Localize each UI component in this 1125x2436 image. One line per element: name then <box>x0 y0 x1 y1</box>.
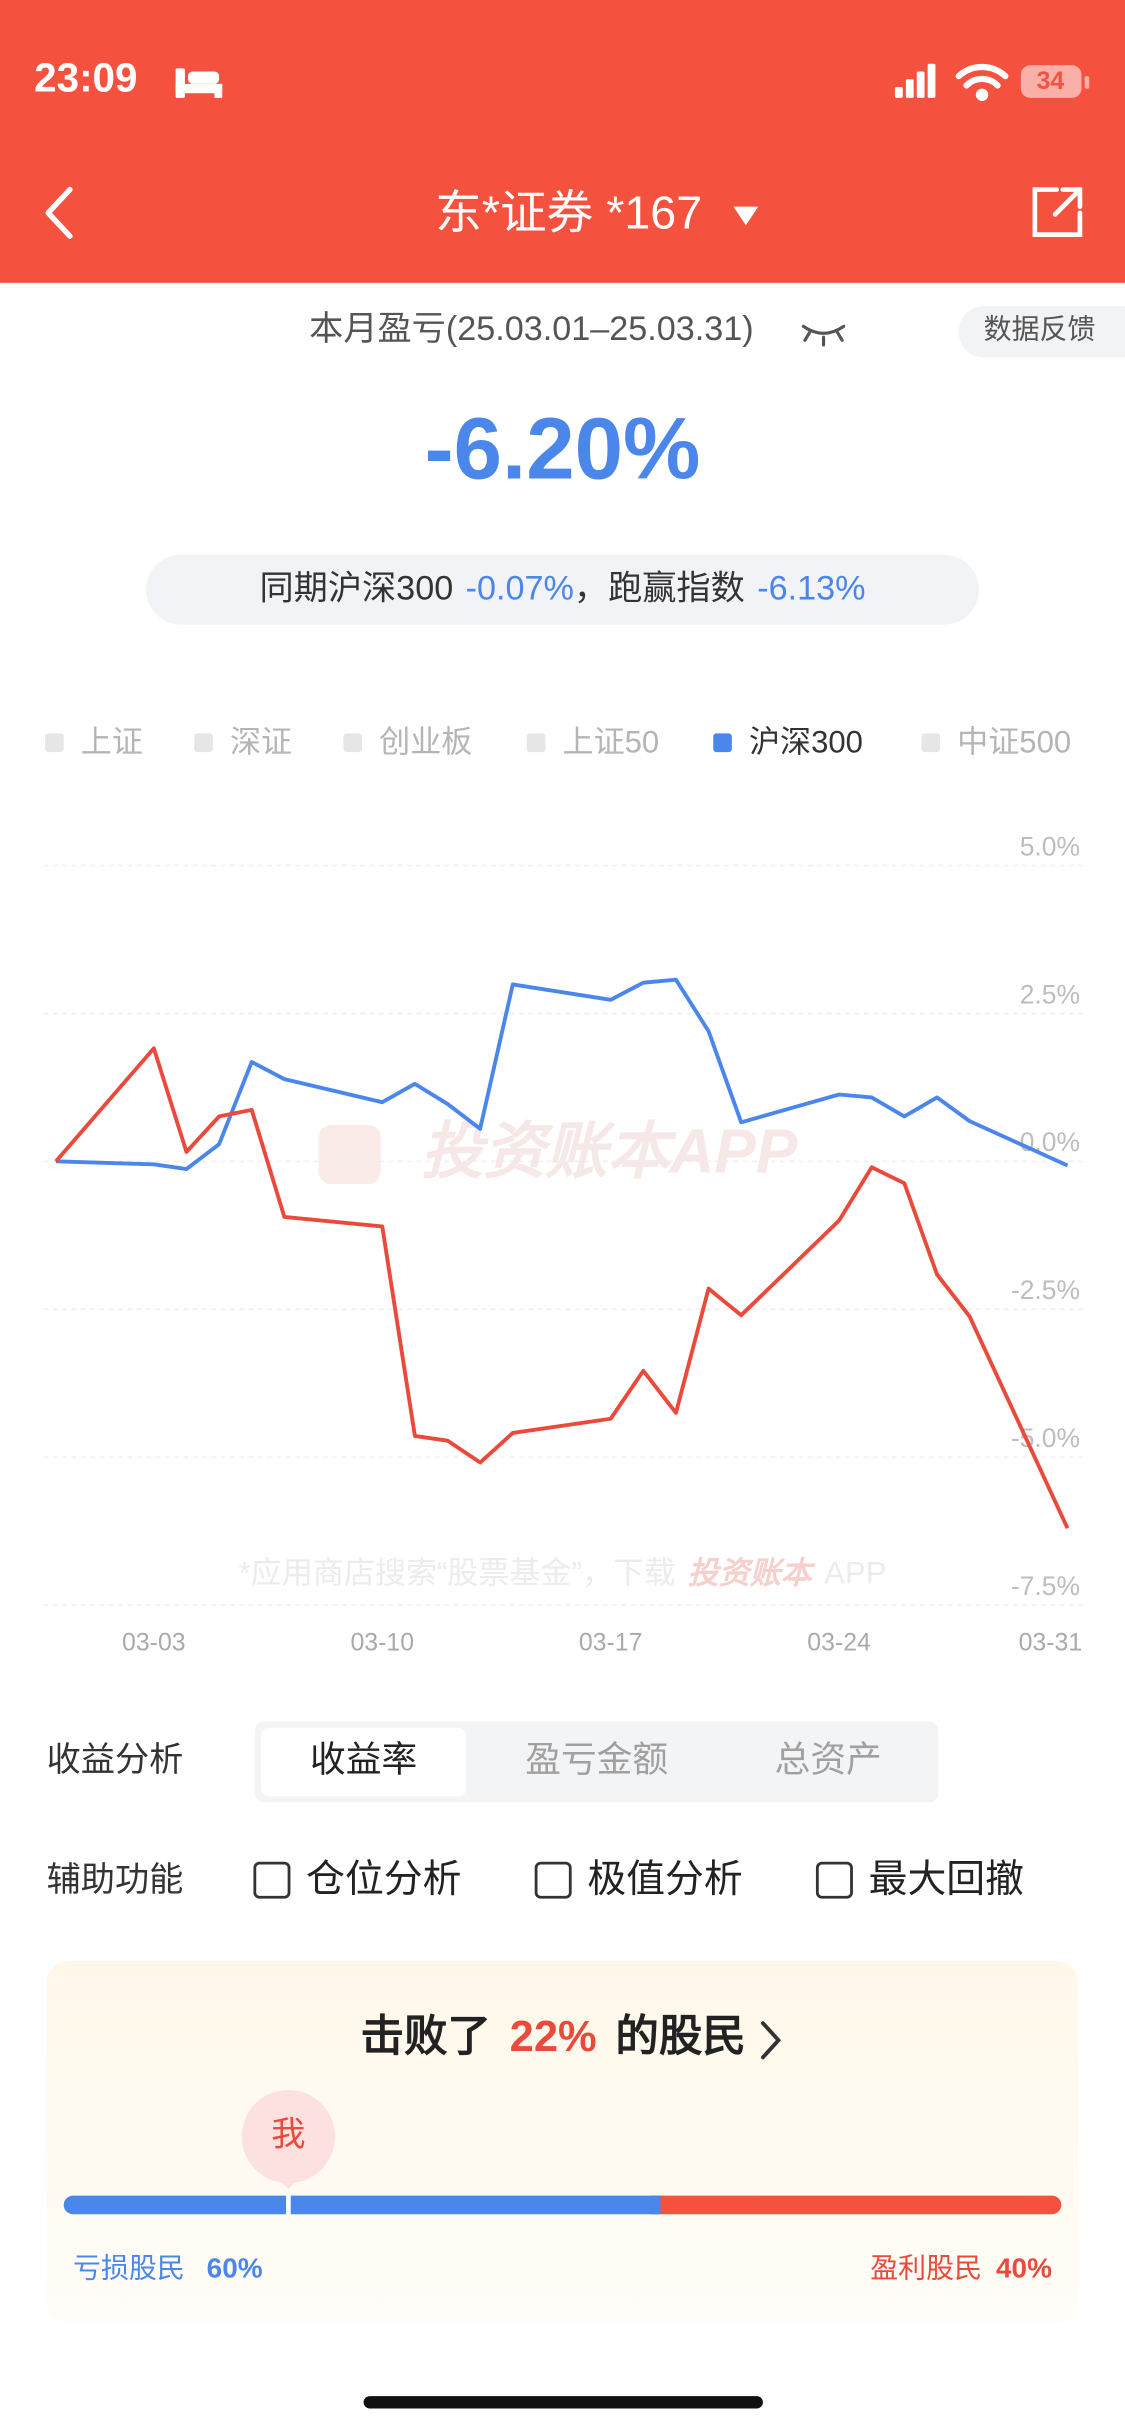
tab-label[interactable]: 收益率 <box>310 1740 417 1780</box>
legend-label[interactable]: 中证500 <box>957 725 1071 760</box>
battery <box>1020 65 1082 98</box>
excess-return: -6.13% <box>757 570 865 608</box>
watermark-icon <box>318 1125 381 1185</box>
legend-label[interactable]: 沪深300 <box>749 725 863 760</box>
checkbox[interactable] <box>253 1861 291 1899</box>
y-tick-label: 0.0% <box>1020 1127 1080 1157</box>
signal-icon <box>895 63 936 98</box>
benchmark-return: -0.07% <box>466 570 574 608</box>
watermark-footer-part: 投资账本 <box>688 1556 816 1591</box>
excess-label: ，跑赢指数 <box>574 570 745 608</box>
ranking-prefix: 击败了 <box>360 2014 490 2062</box>
ranking-beat: 22% <box>510 2014 597 2062</box>
legend-swatch[interactable] <box>45 733 64 753</box>
y-tick-label: -2.5% <box>1011 1275 1080 1305</box>
legend-swatch[interactable] <box>526 733 546 753</box>
me-label: 我 <box>271 2116 305 2154</box>
loss-name: 亏损股民 <box>73 2253 185 2284</box>
tabs: 收益率 盈亏金额 总资产 <box>261 1727 882 1797</box>
checkbox-label[interactable]: 极值分析 <box>587 1858 742 1901</box>
legend-swatch[interactable] <box>713 733 732 753</box>
share-button[interactable] <box>1032 187 1083 237</box>
profit-name: 盈利股民 <box>870 2253 982 2284</box>
analysis-label: 收益分析 <box>47 1741 184 1779</box>
status-time: 23:09 <box>34 54 137 100</box>
feedback-label[interactable]: 数据反馈 <box>984 313 1096 344</box>
month-return: -6.20% <box>425 400 701 497</box>
feedback-button[interactable] <box>958 306 1125 358</box>
tools-label: 辅助功能 <box>47 1861 184 1899</box>
tools: 仓位分析 极值分析 最大回撤 <box>253 1858 1024 1901</box>
wifi-icon <box>955 63 1009 102</box>
x-tick-label: 03-24 <box>807 1629 871 1657</box>
series-line <box>54 1046 1070 1530</box>
y-tick-label: -7.5% <box>1011 1571 1080 1601</box>
legend-label[interactable]: 上证50 <box>562 725 659 760</box>
benchmark-line: 同期沪深300 -0.07%，跑赢指数 -6.13% <box>260 570 866 608</box>
benchmark-pill <box>146 554 979 625</box>
x-tick-label: 03-17 <box>579 1629 643 1657</box>
watermark: 投资账本APP <box>421 1118 798 1187</box>
period-label: 本月盈亏(25.03.01–25.03.31) <box>309 310 753 348</box>
me-bubble <box>241 2089 336 2184</box>
chart: 上证 深证 创业板 上证50 沪深300 中证500投资账本APP*应用商店搜索“股票基金… <box>43 725 1088 1657</box>
back-button[interactable] <box>45 186 73 239</box>
nav-title[interactable]: 东*证券 *167 <box>435 186 702 238</box>
watermark-footer-part: *应用商店搜索“股票基金”，下载 <box>239 1556 676 1591</box>
watermark-footer-part: APP <box>824 1556 886 1591</box>
checkbox[interactable] <box>815 1861 853 1899</box>
me-pointer <box>279 2178 298 2190</box>
legend-label[interactable]: 上证 <box>81 725 143 760</box>
home-indicator <box>363 2396 763 2409</box>
tab-active-bg[interactable] <box>261 1727 467 1797</box>
ranking-suffix: 的股民 <box>615 2014 746 2062</box>
y-tick-label: 5.0% <box>1020 831 1080 861</box>
header-bg <box>0 0 1125 283</box>
legend-label[interactable]: 深证 <box>230 725 292 760</box>
eye-closed-icon[interactable] <box>801 324 846 347</box>
benchmark-label: 同期沪深300 <box>260 570 454 608</box>
dropdown-arrow[interactable] <box>733 206 759 226</box>
watermark-footer: *应用商店搜索“股票基金”，下载 投资账本 APP <box>239 1556 887 1591</box>
x-tick-label: 03-03 <box>122 1629 186 1657</box>
checkbox-label[interactable]: 最大回撤 <box>869 1858 1024 1901</box>
legend-label[interactable]: 创业板 <box>379 725 472 760</box>
battery-tip <box>1084 76 1090 89</box>
tab-label[interactable]: 总资产 <box>775 1740 882 1780</box>
checkbox-label[interactable]: 仓位分析 <box>306 1858 461 1901</box>
profit-label: 40% <box>996 2253 1052 2284</box>
legend-swatch[interactable] <box>194 733 213 753</box>
legend-swatch[interactable] <box>921 733 941 753</box>
tab-label[interactable]: 盈亏金额 <box>525 1740 668 1780</box>
x-tick-label: 03-10 <box>350 1629 414 1657</box>
ranking-bar: 我 <box>63 2089 1062 2216</box>
loss-label: 60% <box>207 2253 263 2284</box>
bed-icon <box>175 68 223 98</box>
legend-swatch[interactable] <box>343 733 363 753</box>
checkbox[interactable] <box>534 1861 572 1899</box>
ranking-card <box>46 1960 1079 2324</box>
battery-level: 34 <box>1037 67 1065 95</box>
ranking-title[interactable]: 击败了 22% 的股民 <box>360 2014 745 2062</box>
x-tick-label: 03-31 <box>1019 1629 1083 1657</box>
y-tick-label: 2.5% <box>1020 979 1080 1009</box>
ranking-chevron[interactable] <box>761 2021 782 2060</box>
series-line <box>55 977 1069 1171</box>
